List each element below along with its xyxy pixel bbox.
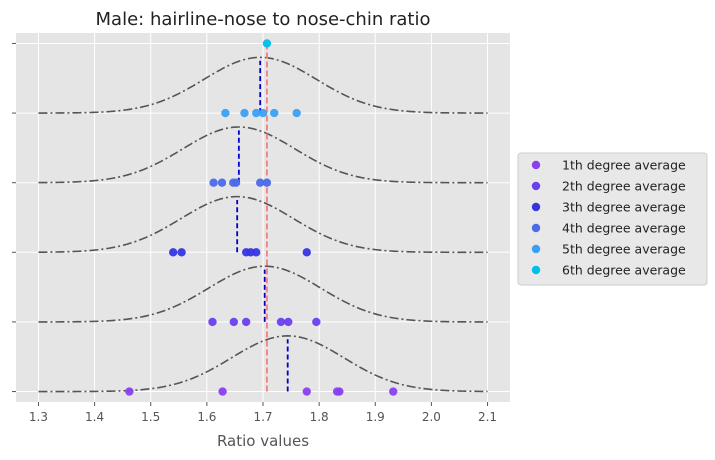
data-point	[312, 317, 321, 327]
x-tick-label: 1.7	[253, 410, 272, 424]
x-tick-label: 2.0	[422, 410, 441, 424]
x-axis-label: Ratio values	[217, 432, 309, 450]
legend-marker	[531, 181, 541, 191]
data-point	[258, 108, 268, 118]
data-point	[168, 248, 178, 257]
data-point	[389, 387, 398, 396]
legend-marker	[531, 265, 541, 275]
data-points	[125, 39, 398, 396]
legend-label: 5th degree average	[562, 242, 686, 257]
data-point	[292, 108, 301, 118]
x-axis-ticks: 1.3 1.4 1.5 1.6 1.7 1.8 1.9 2.0 2.1	[29, 402, 497, 424]
data-point	[240, 108, 249, 118]
data-point	[284, 317, 293, 327]
legend-marker	[531, 244, 541, 254]
chart-title: Male: hairline-nose to nose-chin ratio	[96, 9, 431, 30]
data-point	[252, 108, 261, 118]
x-tick-label: 1.6	[197, 410, 216, 424]
data-point	[302, 248, 311, 257]
data-point	[262, 39, 272, 48]
data-point	[252, 248, 261, 257]
data-point	[302, 387, 311, 396]
distribution-curve	[38, 195, 488, 254]
data-point	[217, 178, 227, 187]
data-point	[335, 387, 344, 396]
legend-marker	[531, 160, 541, 170]
legend: 1th degree average 2th degree average 3th …	[517, 152, 708, 286]
data-point	[276, 317, 286, 327]
data-point	[218, 387, 227, 396]
distribution-curves	[38, 56, 488, 393]
data-point	[221, 108, 230, 118]
x-tick-label: 2.1	[478, 410, 497, 424]
data-point	[125, 387, 134, 396]
distribution-curve	[38, 56, 488, 114]
legend-label: 3th degree average	[562, 200, 686, 215]
data-point	[208, 317, 217, 327]
y-axis-ticks	[12, 42, 16, 393]
legend-label: 4th degree average	[562, 221, 686, 236]
legend-label: 6th degree average	[562, 263, 686, 278]
x-tick-label: 1.5	[141, 410, 160, 424]
data-point	[255, 178, 265, 187]
data-point	[270, 108, 279, 118]
legend-marker	[531, 202, 541, 212]
data-point	[177, 248, 186, 257]
legend-label: 1th degree average	[562, 158, 686, 173]
x-tick-label: 1.3	[29, 410, 48, 424]
distribution-curve	[38, 126, 488, 184]
data-point	[262, 178, 272, 187]
data-point	[229, 317, 239, 327]
legend-box	[517, 152, 708, 286]
mean-lines	[236, 60, 289, 392]
x-tick-label: 1.9	[366, 410, 385, 424]
data-point	[231, 178, 241, 187]
legend-label: 2th degree average	[562, 179, 686, 194]
data-point	[209, 178, 218, 187]
x-tick-label: 1.8	[310, 410, 329, 424]
distribution-curve	[38, 265, 488, 323]
legend-marker	[531, 223, 541, 233]
x-tick-label: 1.4	[85, 410, 104, 424]
distribution-curve	[38, 335, 488, 393]
data-point	[241, 317, 251, 327]
